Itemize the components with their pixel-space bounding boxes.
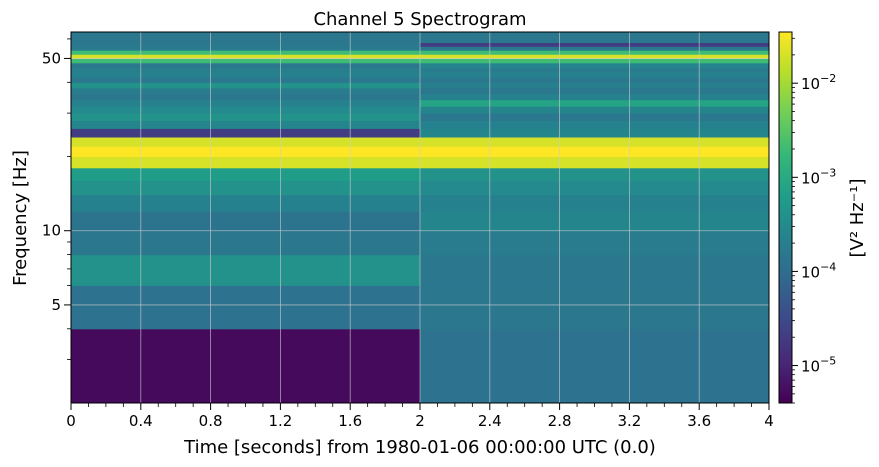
heatmap-cell bbox=[71, 46, 421, 51]
heatmap-cell bbox=[71, 128, 421, 138]
colorbar-tick-label: 10−2 bbox=[801, 72, 836, 93]
heatmap-cell bbox=[420, 46, 769, 51]
colorbar bbox=[778, 31, 793, 404]
heatmap-cell bbox=[71, 106, 421, 114]
heatmap-cell bbox=[71, 77, 421, 83]
heatmap-cell bbox=[420, 77, 769, 83]
colorbar-label: [V² Hz⁻¹] bbox=[847, 179, 868, 258]
heatmap-cell bbox=[420, 230, 769, 256]
x-tick-label: 1.2 bbox=[268, 412, 292, 430]
heatmap-cell bbox=[420, 120, 769, 129]
heatmap-cell bbox=[71, 328, 421, 403]
heatmap-cell bbox=[71, 93, 421, 101]
heatmap-cell bbox=[420, 180, 769, 196]
heatmap-cell bbox=[420, 156, 769, 169]
heatmap-cell bbox=[71, 194, 421, 212]
heatmap-cell bbox=[71, 230, 421, 256]
grid-lines bbox=[70, 32, 770, 403]
heatmap-cell bbox=[420, 136, 769, 147]
heatmap-cell bbox=[71, 58, 421, 64]
heatmap-cell bbox=[420, 42, 769, 47]
heatmap-cell bbox=[420, 82, 769, 89]
heatmap-cell bbox=[420, 93, 769, 101]
heatmap-cell bbox=[71, 50, 421, 55]
heatmap-cell bbox=[71, 156, 421, 169]
x-tick-label: 3.6 bbox=[687, 412, 711, 430]
heatmap-cell bbox=[71, 82, 421, 89]
colorbar-tick-label: 10−5 bbox=[801, 355, 836, 376]
heatmap-cell bbox=[420, 113, 769, 121]
heatmap-cell bbox=[71, 120, 421, 129]
heatmap-cell bbox=[71, 211, 421, 232]
y-tick-label: 10 bbox=[42, 222, 61, 240]
x-axis: 0 0.4 0.8 1.2 1.6 2 2.4 2.8 3.2 3.6 4 bbox=[66, 403, 774, 430]
heatmap-cell bbox=[71, 167, 421, 181]
x-tick-label: 3.2 bbox=[617, 412, 641, 430]
y-axis: 5 10 50 bbox=[42, 38, 71, 360]
heatmap-cell bbox=[71, 285, 421, 330]
heatmap-cell bbox=[71, 254, 421, 286]
heatmap-cell bbox=[71, 54, 421, 59]
heatmap-cell bbox=[71, 67, 421, 73]
heatmap-cell bbox=[420, 50, 769, 55]
heatmap-cell bbox=[71, 62, 421, 68]
heatmap-cell bbox=[71, 180, 421, 196]
y-tick-label: 50 bbox=[42, 49, 61, 67]
x-tick-label: 4 bbox=[764, 412, 774, 430]
heatmap-cell bbox=[71, 87, 421, 95]
heatmap-cell bbox=[420, 54, 769, 59]
heatmap-cell bbox=[71, 99, 421, 107]
heatmap-cell bbox=[420, 99, 769, 107]
heatmap-cell bbox=[420, 128, 769, 138]
x-axis-label: Time [seconds] from 1980-01-06 00:00:00 … bbox=[183, 437, 656, 458]
heatmap-cell bbox=[71, 32, 421, 44]
heatmap-cell bbox=[71, 72, 421, 78]
heatmap-cell bbox=[420, 146, 769, 158]
x-tick-label: 0.8 bbox=[199, 412, 223, 430]
heatmap-cell bbox=[420, 285, 769, 330]
heatmap-cell bbox=[420, 72, 769, 78]
colorbar-tick-label: 10−3 bbox=[801, 166, 836, 187]
heatmap-cell bbox=[420, 106, 769, 114]
heatmap-cell bbox=[420, 58, 769, 64]
heatmap-cell bbox=[420, 87, 769, 95]
chart-title: Channel 5 Spectrogram bbox=[313, 9, 526, 30]
x-tick-label: 0.4 bbox=[129, 412, 153, 430]
y-axis-label: Frequency [Hz] bbox=[10, 150, 31, 286]
colorbar-tick-label: 10−4 bbox=[801, 260, 836, 281]
heatmap-cell bbox=[71, 42, 421, 47]
x-tick-label: 1.6 bbox=[338, 412, 362, 430]
heatmap-cell bbox=[71, 146, 421, 158]
x-tick-label: 2.4 bbox=[478, 412, 502, 430]
heatmap-cell bbox=[420, 167, 769, 181]
heatmap-cell bbox=[71, 136, 421, 147]
heatmap-cell bbox=[420, 62, 769, 68]
y-tick-label: 5 bbox=[51, 296, 61, 314]
heatmap-cell bbox=[420, 328, 769, 403]
heatmap-cell bbox=[420, 254, 769, 286]
x-tick-label: 2.8 bbox=[548, 412, 572, 430]
x-tick-label: 2 bbox=[415, 412, 425, 430]
heatmap-cell bbox=[71, 113, 421, 121]
x-tick-label: 0 bbox=[66, 412, 76, 430]
heatmap-cell bbox=[420, 32, 769, 44]
colorbar-ticks: 10−5 10−4 10−3 10−2 bbox=[792, 37, 836, 404]
heatmap-cell bbox=[420, 194, 769, 212]
heatmap-cell bbox=[420, 67, 769, 73]
heatmap-cell bbox=[420, 211, 769, 232]
heatmap-cells bbox=[71, 32, 769, 403]
